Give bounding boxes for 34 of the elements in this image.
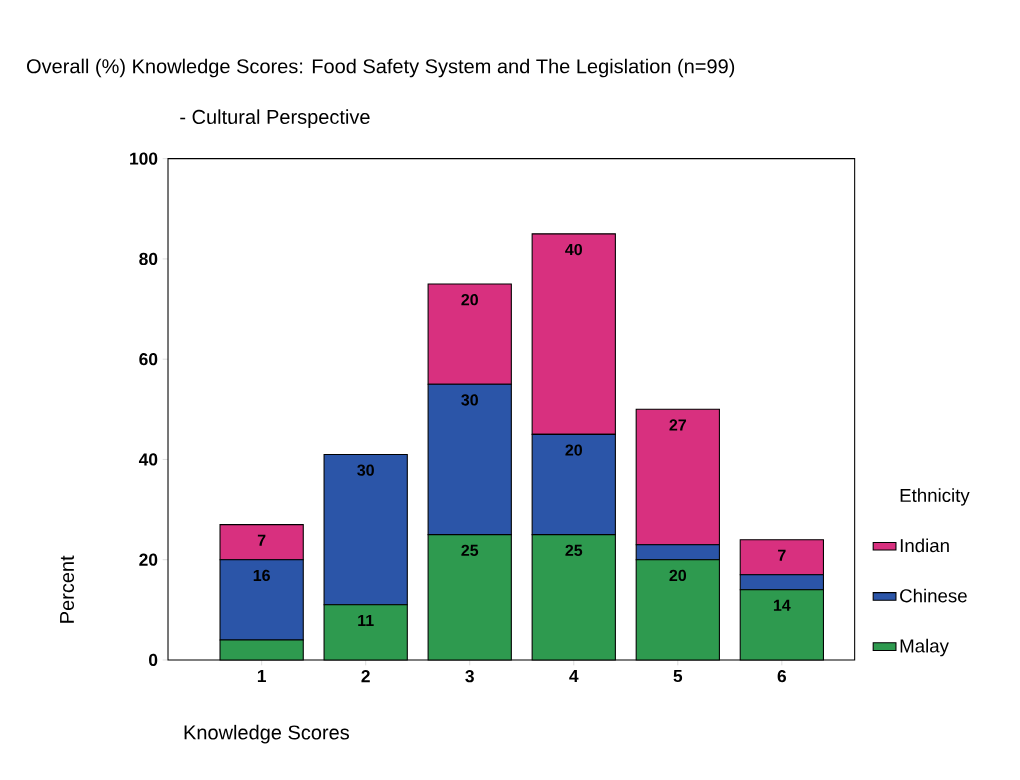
data-label: 27 xyxy=(669,419,686,431)
x-tick-label: 5 xyxy=(673,670,683,683)
x-tick-label: 3 xyxy=(465,670,474,683)
chart-title: Overall (%) Knowledge Scores: Food Safety System and The Legislation (n=99) xyxy=(26,58,735,78)
data-label: 14 xyxy=(773,599,791,611)
data-label: 25 xyxy=(461,544,479,557)
x-tick-label: 2 xyxy=(361,670,370,683)
x-tick-label: 6 xyxy=(777,670,787,683)
data-label: 20 xyxy=(461,294,478,306)
y-tick-label: 40 xyxy=(138,453,158,466)
y-tick-label: 0 xyxy=(149,653,158,667)
y-tick-label: 60 xyxy=(139,353,158,366)
chart-subtitle: - Cultural Perspective xyxy=(180,109,370,128)
data-label: 30 xyxy=(461,394,478,406)
legend-label: Malay xyxy=(900,638,949,657)
data-label: 20 xyxy=(565,444,582,456)
x-axis-title: Knowledge Scores xyxy=(184,724,349,744)
y-tick-label: 80 xyxy=(139,252,158,266)
data-label: 7 xyxy=(257,534,266,546)
data-label: 11 xyxy=(358,614,374,626)
data-label: 40 xyxy=(565,243,582,256)
data-label: 7 xyxy=(778,549,786,561)
y-axis-title: Percent xyxy=(60,555,75,623)
x-tick-label: 4 xyxy=(569,670,579,682)
x-tick-label: 1 xyxy=(257,670,266,682)
data-label: 30 xyxy=(357,464,374,476)
data-label: 25 xyxy=(565,544,583,557)
data-label: 16 xyxy=(253,569,270,582)
data-label: 20 xyxy=(669,569,687,582)
legend-title: Ethnicity xyxy=(900,488,970,506)
legend-label: Indian xyxy=(900,538,949,553)
y-tick-label: 20 xyxy=(139,553,158,566)
legend-label: Chinese xyxy=(900,588,967,603)
y-tick-label: 100 xyxy=(130,152,158,165)
